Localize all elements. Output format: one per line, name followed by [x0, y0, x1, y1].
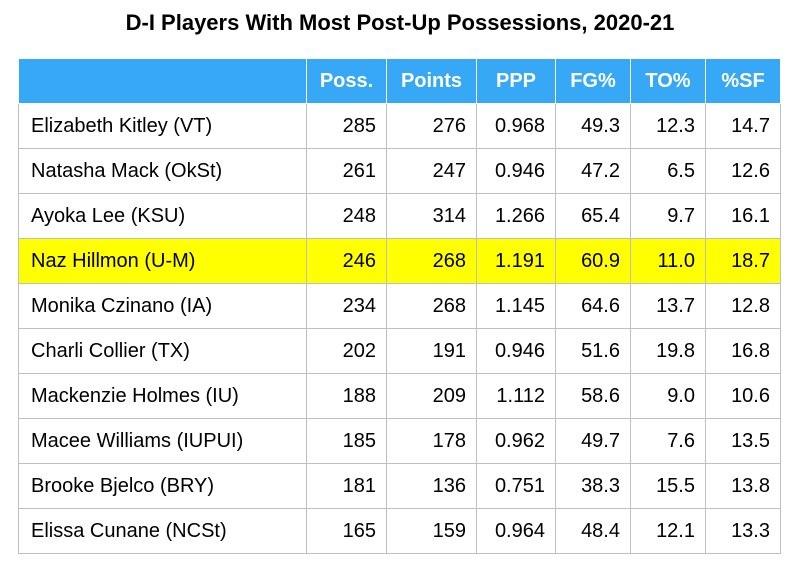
stat-cell: 1.112	[476, 373, 556, 419]
stat-cell: 64.6	[555, 283, 631, 329]
stat-cell: 1.145	[476, 283, 556, 329]
stat-cell: 19.8	[630, 328, 706, 374]
stat-cell: 9.7	[630, 193, 706, 239]
table-row: Ayoka Lee (KSU) 248 314 1.266 65.4 9.7 16.1	[18, 193, 781, 239]
stat-cell: 16.8	[705, 328, 781, 374]
stat-cell: 191	[386, 328, 477, 374]
player-name-cell: Natasha Mack (OkSt)	[18, 148, 307, 194]
stat-cell: 1.191	[476, 238, 556, 284]
stat-cell: 13.3	[705, 508, 781, 554]
stat-cell: 209	[386, 373, 477, 419]
chart-title: D-I Players With Most Post-Up Possession…	[125, 10, 675, 35]
stat-cell: 185	[306, 418, 387, 464]
stat-cell: 38.3	[555, 463, 631, 509]
player-name-cell: Charli Collier (TX)	[18, 328, 307, 374]
table-row: Natasha Mack (OkSt) 261 247 0.946 47.2 6.5 12.…	[18, 148, 781, 194]
stat-cell: 16.1	[705, 193, 781, 239]
table-row: Elizabeth Kitley (VT) 285 276 0.968 49.3 12.3…	[18, 103, 781, 149]
stat-cell: 49.7	[555, 418, 631, 464]
stat-cell: 136	[386, 463, 477, 509]
stat-cell: 9.0	[630, 373, 706, 419]
header-cell: TO%	[630, 58, 706, 104]
stat-cell: 0.964	[476, 508, 556, 554]
table-row: Mackenzie Holmes (IU) 188 209 1.112 58.6 9.0 1…	[18, 373, 781, 419]
stat-cell: 268	[386, 283, 477, 329]
stat-cell: 15.5	[630, 463, 706, 509]
stat-cell: 248	[306, 193, 387, 239]
player-name-cell: Mackenzie Holmes (IU)	[18, 373, 307, 419]
stat-cell: 51.6	[555, 328, 631, 374]
stat-cell: 314	[386, 193, 477, 239]
table-row: Naz Hillmon (U-M) 246 268 1.191 60.9 11.0 18.7	[18, 238, 781, 284]
stat-cell: 276	[386, 103, 477, 149]
stat-cell: 11.0	[630, 238, 706, 284]
stat-cell: 159	[386, 508, 477, 554]
stat-cell: 234	[306, 283, 387, 329]
table-row: Monika Czinano (IA) 234 268 1.145 64.6 13.7 12…	[18, 283, 781, 329]
header-cell-player	[18, 58, 307, 104]
header-cell: %SF	[705, 58, 781, 104]
stat-cell: 178	[386, 418, 477, 464]
stat-cell: 47.2	[555, 148, 631, 194]
table-row: Brooke Bjelco (BRY) 181 136 0.751 38.3 15.5 13…	[18, 463, 781, 509]
stat-cell: 12.3	[630, 103, 706, 149]
header-cell: Points	[386, 58, 477, 104]
stat-cell: 246	[306, 238, 387, 284]
stat-cell: 0.946	[476, 328, 556, 374]
stat-cell: 285	[306, 103, 387, 149]
stat-cell: 13.8	[705, 463, 781, 509]
stat-cell: 202	[306, 328, 387, 374]
table-row: Elissa Cunane (NCSt) 165 159 0.964 48.4 12.1 1…	[18, 508, 781, 554]
header-cell: FG%	[555, 58, 631, 104]
stat-cell: 48.4	[555, 508, 631, 554]
stat-cell: 49.3	[555, 103, 631, 149]
player-name-cell: Macee Williams (IUPUI)	[18, 418, 307, 464]
stat-cell: 0.751	[476, 463, 556, 509]
stat-cell: 1.266	[476, 193, 556, 239]
stat-cell: 60.9	[555, 238, 631, 284]
stat-cell: 65.4	[555, 193, 631, 239]
table-row: Charli Collier (TX) 202 191 0.946 51.6 19.8 16…	[18, 328, 781, 374]
stat-cell: 14.7	[705, 103, 781, 149]
header-cell: PPP	[476, 58, 556, 104]
stat-cell: 13.7	[630, 283, 706, 329]
stat-cell: 247	[386, 148, 477, 194]
player-name-cell: Brooke Bjelco (BRY)	[18, 463, 307, 509]
player-name-cell: Naz Hillmon (U-M)	[18, 238, 307, 284]
stat-cell: 13.5	[705, 418, 781, 464]
stats-table: Poss. Points PPP FG% TO% %SF Elizabeth K…	[18, 58, 781, 554]
stat-cell: 12.8	[705, 283, 781, 329]
stat-cell: 261	[306, 148, 387, 194]
stat-cell: 58.6	[555, 373, 631, 419]
stat-cell: 181	[306, 463, 387, 509]
player-name-cell: Elizabeth Kitley (VT)	[18, 103, 307, 149]
stat-cell: 0.962	[476, 418, 556, 464]
stat-cell: 12.6	[705, 148, 781, 194]
stat-cell: 12.1	[630, 508, 706, 554]
stat-cell: 6.5	[630, 148, 706, 194]
stat-cell: 10.6	[705, 373, 781, 419]
stat-cell: 0.968	[476, 103, 556, 149]
player-name-cell: Elissa Cunane (NCSt)	[18, 508, 307, 554]
player-name-cell: Monika Czinano (IA)	[18, 283, 307, 329]
stat-cell: 165	[306, 508, 387, 554]
stat-cell: 18.7	[705, 238, 781, 284]
stat-cell: 268	[386, 238, 477, 284]
stat-cell: 7.6	[630, 418, 706, 464]
player-name-cell: Ayoka Lee (KSU)	[18, 193, 307, 239]
header-cell: Poss.	[306, 58, 387, 104]
stat-cell: 188	[306, 373, 387, 419]
header-row: Poss. Points PPP FG% TO% %SF	[18, 58, 781, 104]
table-row: Macee Williams (IUPUI) 185 178 0.962 49.7 7.6…	[18, 418, 781, 464]
stat-cell: 0.946	[476, 148, 556, 194]
